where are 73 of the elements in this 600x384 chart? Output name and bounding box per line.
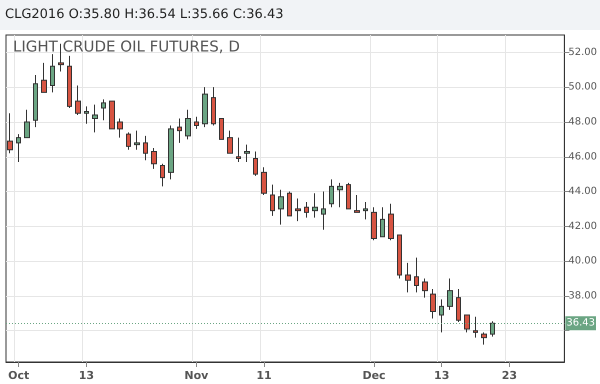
candlestick	[380, 206, 385, 238]
candlestick	[194, 116, 199, 130]
candlestick	[227, 130, 233, 154]
candlestick	[270, 184, 275, 216]
candlestick	[126, 132, 131, 150]
candlestick	[312, 192, 318, 218]
candlestick	[397, 234, 402, 280]
candlestick	[481, 332, 487, 346]
candlestick	[337, 182, 343, 208]
candlestick	[67, 55, 72, 109]
candlestick	[109, 100, 115, 130]
candlestick	[50, 54, 55, 93]
candlestick	[287, 191, 292, 216]
candlestick	[41, 62, 47, 93]
y-tick-label: 46.00	[568, 151, 598, 162]
candlestick	[321, 191, 326, 230]
candlestick	[151, 148, 157, 170]
candlestick	[236, 137, 241, 162]
x-tick-label: 11	[256, 369, 272, 382]
candlestick	[253, 151, 258, 176]
x-tick-label: Dec	[362, 369, 386, 382]
candlestick	[456, 288, 461, 322]
y-tick-label: 40.00	[568, 256, 598, 267]
candlestick	[202, 86, 208, 128]
x-tick-label: Oct	[8, 369, 30, 382]
candlestick	[185, 109, 191, 140]
candlestick	[363, 201, 368, 220]
x-tick-label: Nov	[184, 369, 210, 382]
candlestick	[177, 118, 182, 144]
x-tick-label: 23	[502, 369, 518, 382]
candlestick	[329, 178, 334, 208]
y-tick-label: 42.00	[568, 220, 598, 232]
candlestick	[473, 316, 478, 338]
candlestick	[33, 74, 38, 128]
candlestick	[244, 144, 250, 162]
candlestick	[422, 278, 428, 298]
y-tick-label: 50.00	[568, 82, 598, 93]
candlestick	[160, 163, 165, 187]
candlestick	[24, 109, 30, 138]
candlestick	[211, 86, 216, 126]
x-tick-label: 13	[78, 369, 94, 382]
candlestick	[278, 189, 284, 226]
candlestick	[58, 43, 64, 72]
candlestick	[388, 203, 394, 241]
candlestick	[84, 106, 89, 124]
chart-subtitle: CLG2016 O:35.80 H:36.54 L:35.66 C:36.43	[0, 0, 600, 30]
candlestick	[447, 278, 453, 310]
candlestick	[101, 98, 106, 121]
y-tick-label: 44.00	[568, 186, 598, 198]
candlestick	[134, 130, 140, 150]
candlestick	[346, 182, 351, 210]
chart-title: LIGHT CRUDE OIL FUTURES, D	[13, 38, 240, 56]
y-tick-label: 52.00	[568, 46, 598, 58]
candlestick	[143, 135, 148, 161]
candlestick	[430, 288, 436, 320]
y-tick-label: 48.00	[568, 116, 598, 128]
x-tick-label: 13	[434, 369, 450, 382]
candlestick	[464, 314, 470, 333]
candlestick	[371, 206, 377, 241]
candlestick	[168, 124, 174, 180]
candlestick	[16, 134, 21, 162]
candlestick	[219, 118, 224, 140]
y-tick-label: 38.00	[568, 290, 598, 302]
candlestick	[304, 201, 309, 218]
candlestick	[75, 84, 81, 116]
candlestick	[117, 118, 123, 138]
candlestick	[261, 166, 267, 196]
candlestick	[295, 198, 301, 222]
candlestick	[354, 194, 360, 213]
ref-line-label: 36.43	[566, 318, 596, 329]
candlestick	[414, 257, 419, 293]
candlestick	[92, 104, 98, 133]
candlestick	[405, 262, 411, 293]
